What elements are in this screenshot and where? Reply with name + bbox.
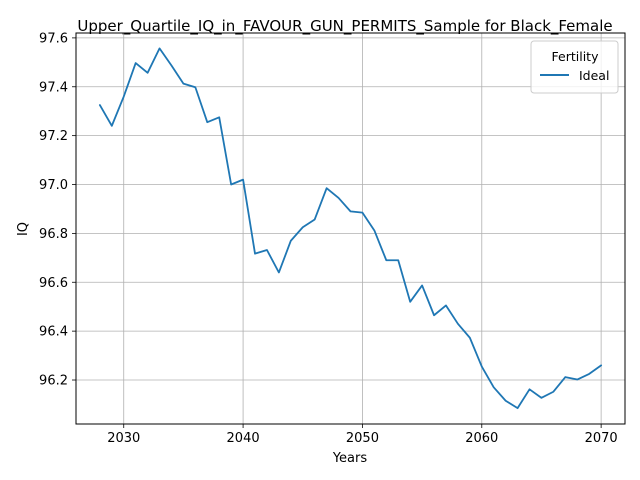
x-tick-label: 2050 (346, 431, 379, 446)
plot-frame (75, 32, 626, 425)
y-tick-label: 96.8 (39, 227, 68, 242)
y-tick-label: 96.6 (39, 276, 68, 291)
y-tick-label: 96.4 (39, 325, 68, 340)
y-axis-label: IQ (16, 222, 31, 236)
x-tick-label: 2070 (585, 431, 618, 446)
legend: Fertility Ideal (530, 40, 619, 94)
x-tick-label: 2060 (465, 431, 498, 446)
y-tick-label: 97.0 (39, 178, 68, 193)
y-tick-label: 97.2 (39, 129, 68, 144)
axis-ticks: 2030 2040 2050 2060 2070 96.2 96.4 96.6 96.8 97.0… (39, 31, 618, 446)
x-tick-label: 2040 (227, 431, 260, 446)
series-line-ideal (98, 47, 603, 410)
x-tick-label: 2030 (107, 431, 140, 446)
legend-box (530, 40, 619, 94)
plot-area (98, 47, 603, 410)
y-tick-label: 97.4 (39, 80, 68, 95)
chart-title: Upper_Quartile_IQ_in_FAVOUR_GUN_PERMITS_… (77, 17, 612, 36)
legend-title: Fertility (552, 49, 600, 64)
x-axis-label: Years (332, 451, 368, 466)
y-tick-label: 97.6 (39, 31, 68, 46)
legend-entry-ideal: Ideal (579, 68, 609, 83)
y-tick-label: 96.2 (39, 374, 68, 389)
